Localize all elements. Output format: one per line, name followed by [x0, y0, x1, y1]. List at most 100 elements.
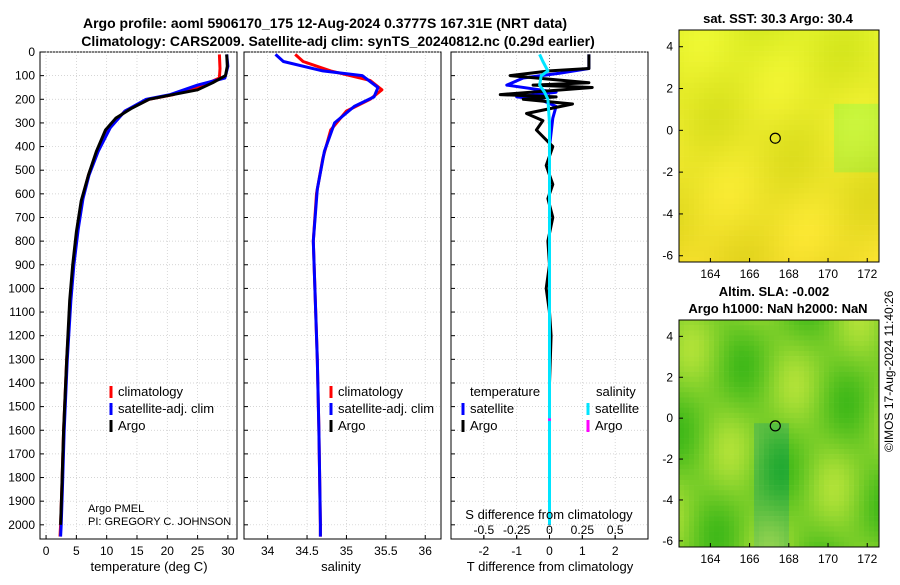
map-cell [764, 156, 770, 163]
map-cell [699, 230, 705, 236]
map-cell [749, 109, 755, 115]
map-cell [774, 361, 780, 367]
map-cell [789, 140, 795, 147]
map-cell [714, 146, 720, 152]
map-cell [794, 30, 800, 36]
map-cell [819, 77, 825, 84]
map-cell [694, 72, 700, 78]
map-cell [734, 130, 740, 136]
map-cell [739, 320, 745, 326]
map-cell [719, 443, 725, 450]
map-cell [699, 240, 705, 247]
map-cell [749, 381, 755, 388]
map-cell [734, 371, 740, 378]
map-cell [764, 340, 770, 347]
map-cell [699, 82, 705, 89]
map-cell [859, 56, 865, 62]
map-cell [714, 124, 720, 131]
map-cell [709, 428, 715, 434]
map-cell [734, 246, 740, 252]
map-cell [764, 130, 770, 136]
map-cell [734, 198, 740, 205]
map-cell [869, 500, 875, 507]
map-cell [829, 402, 835, 409]
map-cell [829, 251, 835, 258]
map-cell [789, 345, 795, 352]
map-cell [689, 469, 695, 476]
map-cell [754, 240, 760, 247]
map-cell [724, 167, 730, 173]
map-cell [814, 256, 820, 263]
map-cell [849, 204, 855, 210]
map-cell [784, 30, 790, 36]
map-cell [819, 230, 825, 236]
map-cell [819, 93, 825, 99]
map-cell [679, 418, 685, 424]
map-cell [844, 387, 850, 393]
map-cell [849, 177, 855, 184]
map-cell [764, 407, 770, 414]
map-cell [794, 428, 800, 434]
map-cell [744, 214, 750, 221]
map-cell [799, 541, 805, 548]
map-cell [819, 381, 825, 388]
map-cell [784, 397, 790, 403]
map-cell [709, 381, 715, 388]
map-cell [829, 376, 835, 383]
map-cell [829, 256, 835, 263]
map-cell [849, 428, 855, 434]
map-cell [719, 335, 725, 341]
map-cell [854, 35, 860, 41]
map-cell [779, 387, 785, 393]
map-cell [744, 235, 750, 242]
map-cell [799, 198, 805, 205]
map-cell [839, 376, 845, 383]
map-cell [789, 151, 795, 157]
map-cell [829, 235, 835, 242]
map-cell [679, 428, 685, 434]
map-cell [834, 340, 840, 347]
map-cell [854, 423, 860, 429]
map-cell [814, 325, 820, 331]
map-cell [679, 130, 685, 136]
map-cell [779, 82, 785, 89]
map-cell [864, 438, 870, 445]
map-cell [859, 387, 865, 393]
map-cell [769, 56, 775, 62]
map-cell [694, 93, 700, 99]
map-cell [689, 72, 695, 78]
map-cell [699, 109, 705, 115]
map-cell [724, 130, 730, 136]
map-cell [704, 500, 710, 507]
map-cell [824, 193, 830, 200]
map-cell [739, 536, 745, 543]
map-cell [794, 454, 800, 460]
map-cell [714, 495, 720, 501]
diff-legend: temperature salinity satellite Argo sate… [461, 384, 639, 433]
map-cell [789, 402, 795, 409]
map-cell [689, 251, 695, 258]
map-cell [869, 479, 875, 486]
map-cell [839, 98, 845, 105]
map-cell [774, 256, 780, 263]
map-cell [749, 443, 755, 450]
map-cell [844, 500, 850, 507]
map-cell [754, 198, 760, 205]
map-cell [684, 428, 690, 434]
map-cell [864, 172, 870, 178]
map-cell [709, 361, 715, 367]
map-cell [869, 98, 875, 105]
map-cell [789, 474, 795, 481]
map-cell [714, 77, 720, 84]
map-cell [874, 177, 880, 184]
map-cell [819, 428, 825, 434]
map-cell [854, 98, 860, 105]
map-cell [684, 330, 690, 336]
map-cell [779, 156, 785, 163]
map-cell [739, 479, 745, 486]
map-cell [819, 198, 825, 205]
map-cell [859, 443, 865, 450]
map-cell [824, 82, 830, 89]
map-cell [849, 325, 855, 331]
map-cell [754, 188, 760, 194]
